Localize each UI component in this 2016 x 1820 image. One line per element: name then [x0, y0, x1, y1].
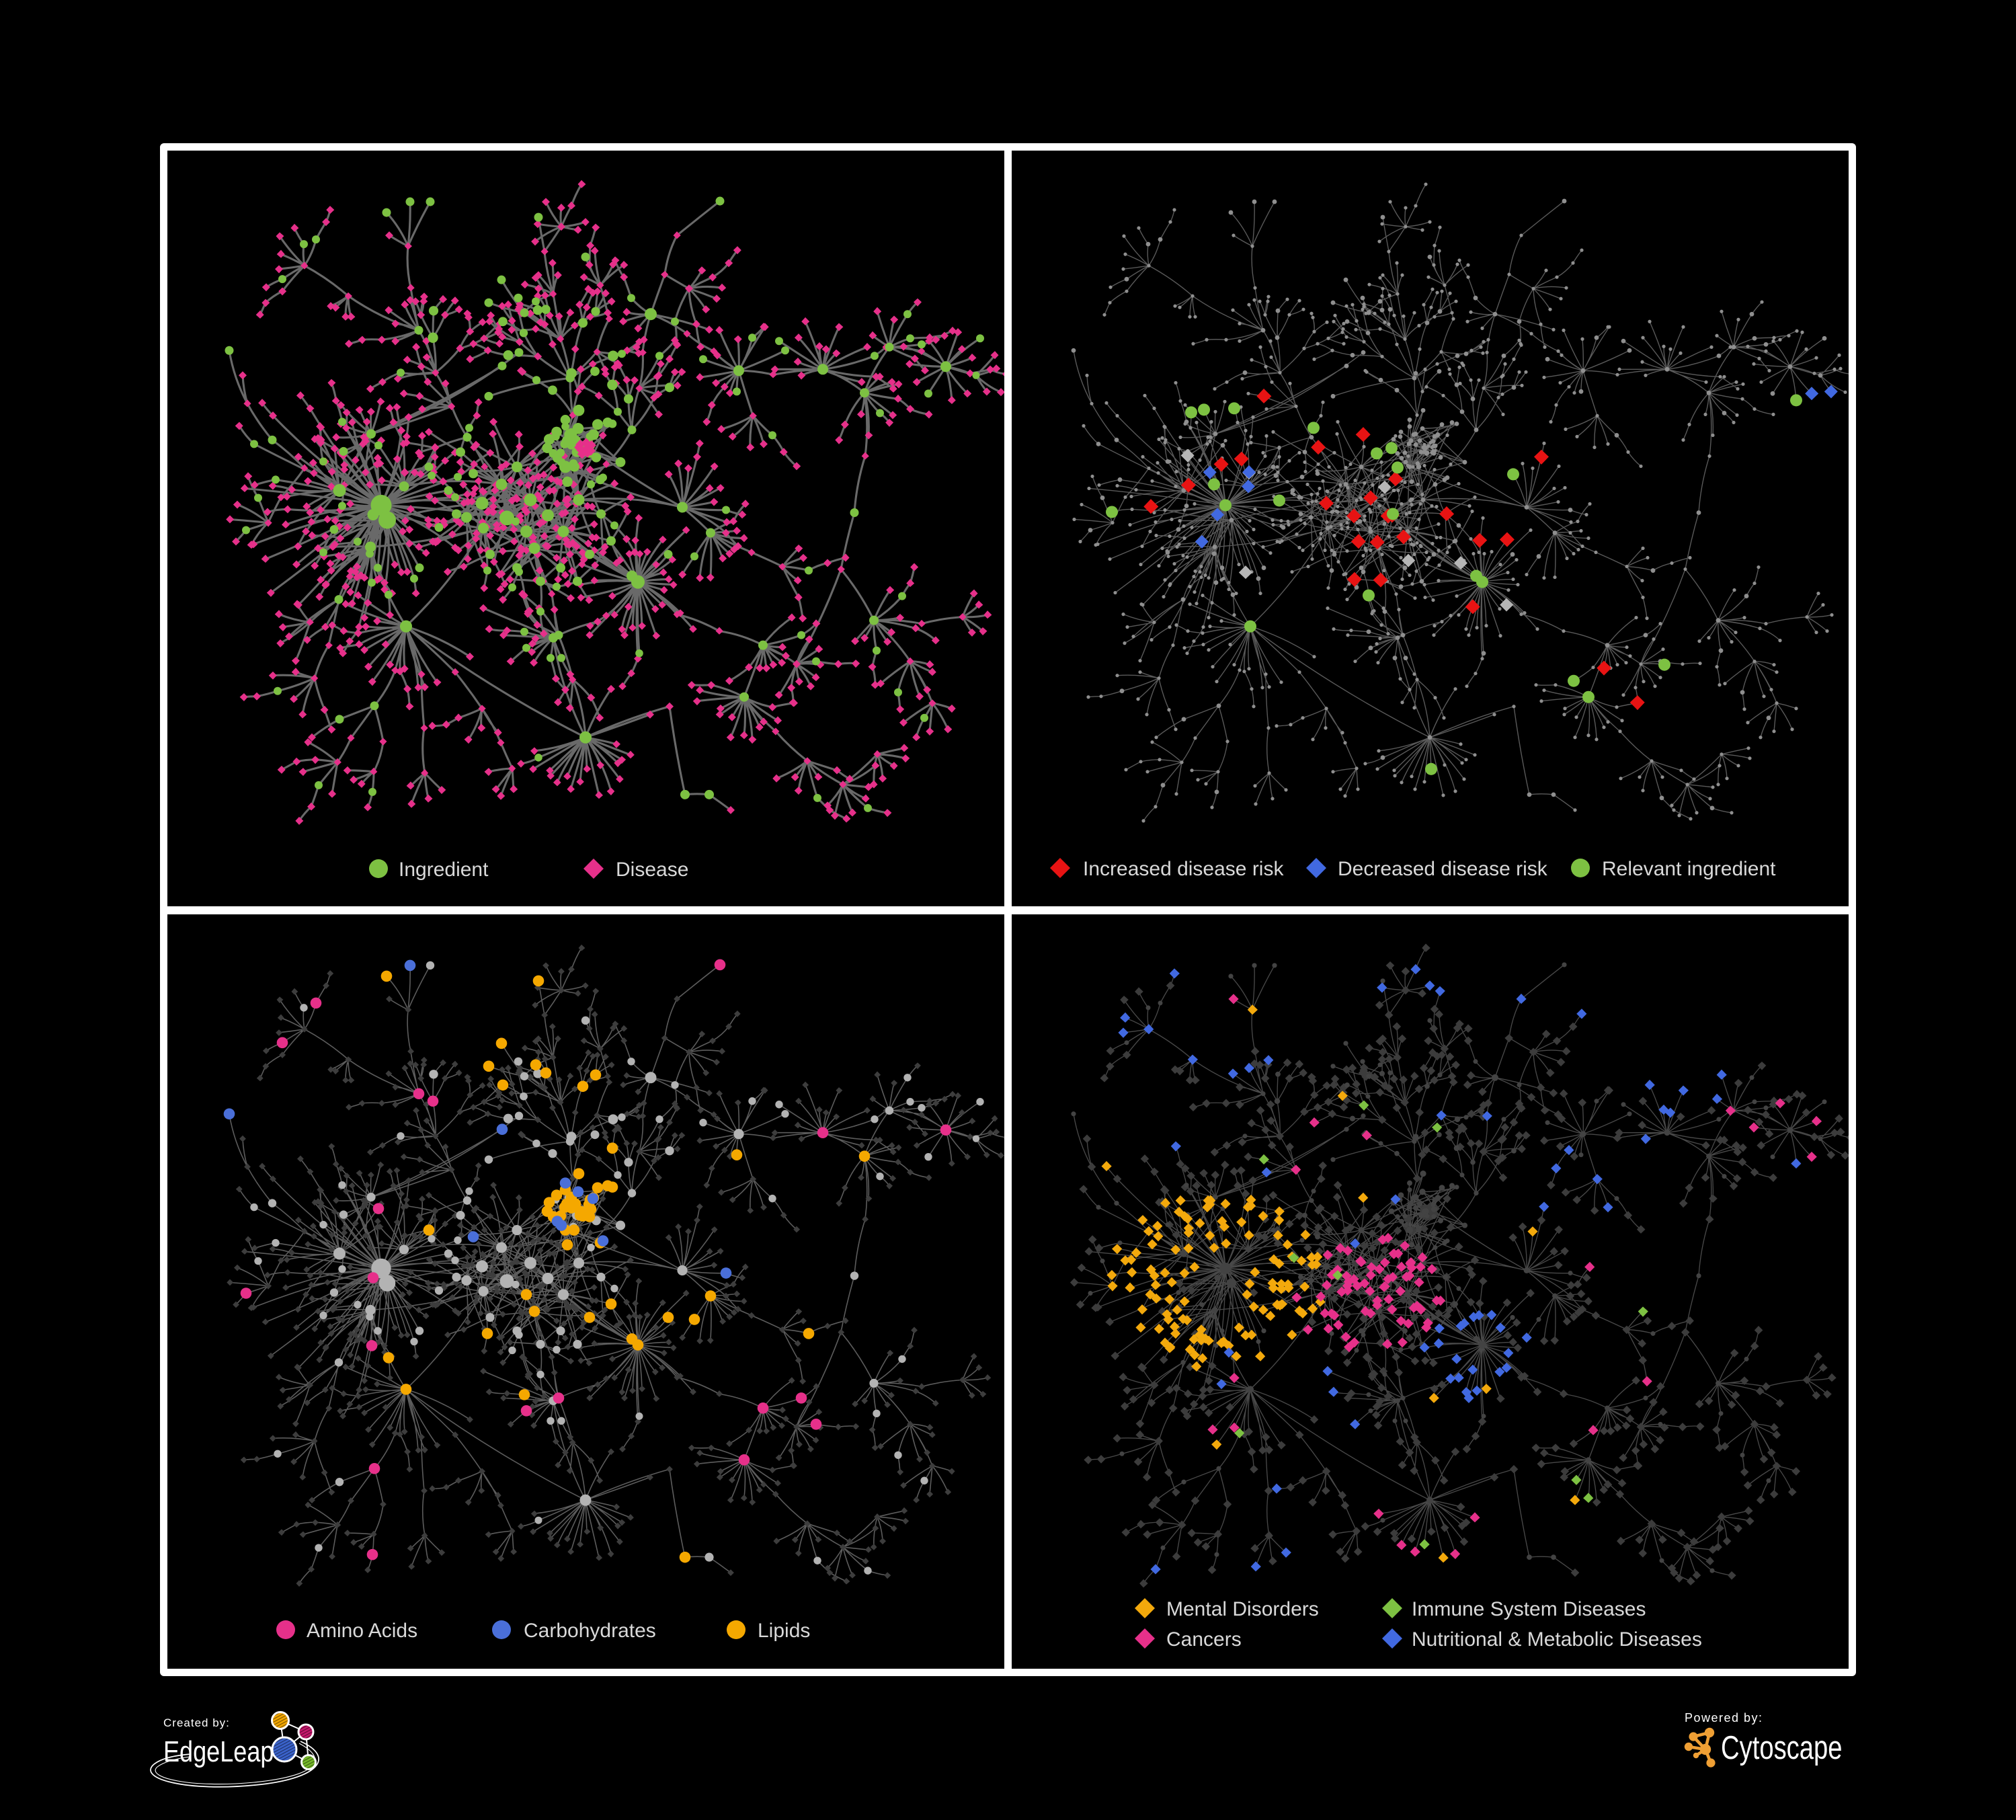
svg-text:Mental Disorders: Mental Disorders [1166, 1598, 1319, 1620]
svg-text:Immune System Diseases: Immune System Diseases [1412, 1598, 1646, 1620]
svg-text:Cancers: Cancers [1166, 1628, 1242, 1651]
svg-text:EdgeLeap: EdgeLeap [163, 1735, 274, 1768]
svg-text:Powered by:: Powered by: [1685, 1711, 1763, 1725]
svg-text:Amino Acids: Amino Acids [307, 1620, 417, 1642]
svg-text:Cytoscape: Cytoscape [1721, 1730, 1843, 1767]
svg-text:Carbohydrates: Carbohydrates [524, 1620, 656, 1642]
svg-text:Decreased disease risk: Decreased disease risk [1338, 858, 1548, 880]
svg-text:Increased disease risk: Increased disease risk [1083, 858, 1284, 880]
svg-text:Created by:: Created by: [163, 1716, 230, 1729]
svg-text:Nutritional & Metabolic Diseas: Nutritional & Metabolic Diseases [1412, 1628, 1702, 1651]
svg-text:Ingredient: Ingredient [399, 859, 489, 881]
svg-text:Lipids: Lipids [758, 1620, 810, 1642]
svg-text:Disease: Disease [616, 859, 688, 881]
svg-text:Relevant ingredient: Relevant ingredient [1602, 858, 1776, 880]
